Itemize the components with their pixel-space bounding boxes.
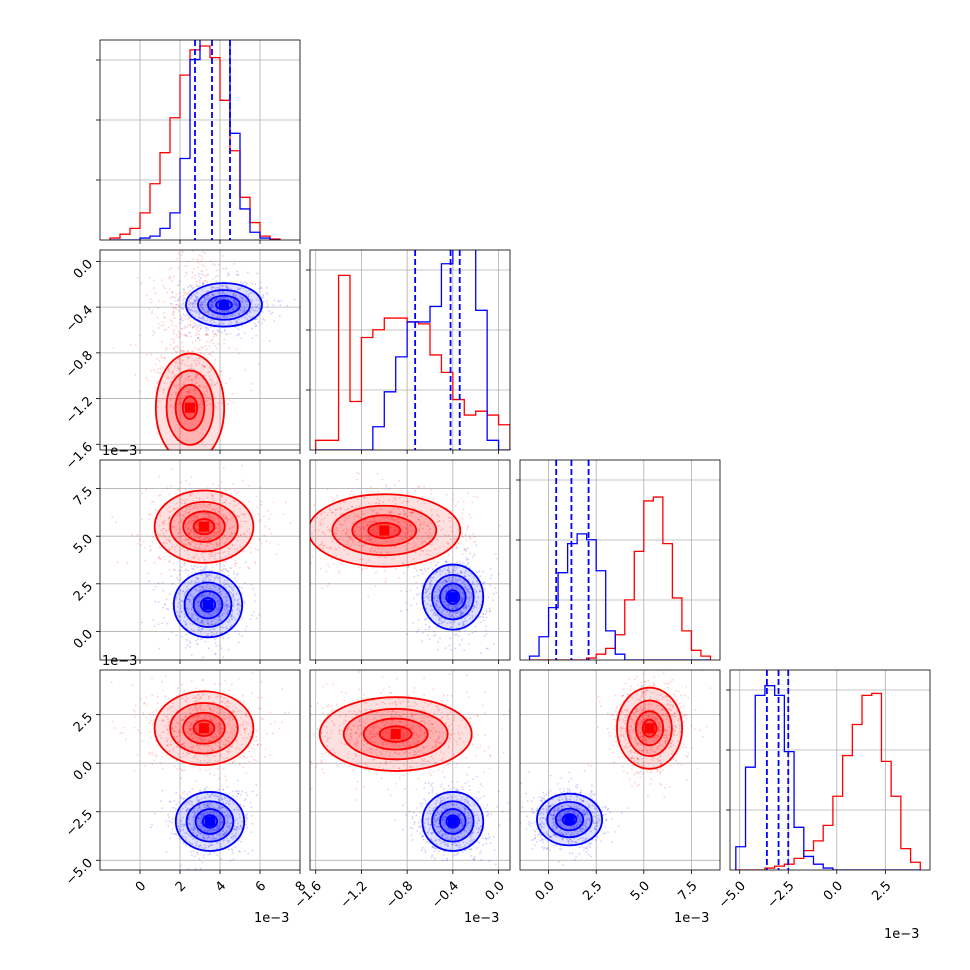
hist-panel-0-frame [99, 39, 301, 241]
axis-multiplier-label-3: 1e−3 [464, 911, 499, 926]
x-tick-label-0-0: 0 [133, 879, 149, 895]
hist-panel-0-series-b-histogram [110, 40, 280, 240]
scatter-panel-2-1-series-a-samples [310, 471, 501, 600]
x-tick-label-1-3: −0.4 [429, 879, 462, 912]
hist-panel-3-plot-area [730, 670, 930, 870]
hist-panel-2-frame [519, 459, 721, 661]
axis-multiplier-label-0: 1e−3 [102, 444, 137, 459]
scatter-panel-2-1-frame [309, 459, 511, 661]
hist-panel-1-frame [309, 249, 511, 451]
x-tick-label-0-2: 4 [213, 879, 229, 895]
hist-panel-0 [99, 39, 301, 241]
x-tick-label-2-2: 5.0 [628, 879, 653, 904]
scatter-panel-3-0-series-a-peak [199, 723, 209, 734]
y-tick-label-1-4: 0.0 [71, 257, 96, 282]
x-tick-label-3-1: −2.5 [765, 879, 798, 912]
hist-panel-3-series-a-histogram [735, 692, 921, 870]
scatter-panel-2-0-plot-area [100, 460, 300, 660]
scatter-panel-1-0-series-a-samples [112, 250, 261, 409]
hist-panel-0-plot-area [100, 40, 300, 240]
scatter-panel-2-1-series-a-peak [379, 525, 390, 536]
hist-panel-2-series-a-histogram [529, 496, 712, 660]
scatter-panel-3-1-series-a-peak [390, 729, 401, 740]
hist-panel-2 [519, 459, 721, 661]
scatter-panel-2-0-frame [99, 459, 301, 661]
x-tick-label-2-1: 2.5 [580, 879, 605, 904]
y-tick-label-2-0: 0.0 [71, 627, 96, 652]
scatter-panel-3-1 [309, 669, 511, 871]
y-tick-label-3-2: 0.0 [71, 759, 96, 784]
scatter-panel-3-0-series-b-peak [205, 816, 215, 827]
scatter-panel-1-0-series-b-peak [219, 299, 229, 310]
scatter-panel-2-1 [309, 459, 511, 661]
scatter-panel-1-0-series-a-contour-0 [154, 352, 226, 450]
hist-panel-2-series-b-histogram [528, 533, 711, 660]
scatter-panel-3-1-plot-area [310, 670, 510, 870]
scatter-panel-3-0-frame [99, 669, 301, 871]
scatter-panel-1-0-series-a-peak [185, 402, 195, 413]
hist-panel-1-plot-area [310, 250, 510, 450]
scatter-panel-3-2-plot-area [520, 670, 720, 870]
scatter-panel-3-1-series-b-peak [447, 816, 458, 827]
hist-panel-3 [729, 669, 931, 871]
y-tick-label-3-3: 2.5 [71, 710, 96, 735]
axis-multiplier-label-5: 1e−3 [884, 927, 919, 942]
scatter-panel-2-0-series-b-peak [203, 599, 213, 610]
scatter-panel-2-0 [99, 459, 301, 661]
hist-panel-2-plot-area [520, 460, 720, 660]
hist-panel-3-frame [729, 669, 931, 871]
axis-multiplier-label-4: 1e−3 [674, 911, 709, 926]
x-tick-label-3-0: −5.0 [716, 879, 749, 912]
y-tick-label-2-2: 5.0 [71, 532, 96, 557]
scatter-panel-3-0-plot-area [100, 670, 300, 870]
y-tick-label-3-0: −5.0 [63, 856, 96, 889]
x-tick-label-0-3: 6 [253, 879, 269, 895]
scatter-panel-3-2-series-a-peak [644, 723, 655, 734]
axis-multiplier-label-2: 1e−3 [254, 911, 289, 926]
x-tick-label-2-0: 0.0 [533, 879, 558, 904]
x-tick-label-1-4: 0.0 [483, 879, 508, 904]
x-tick-label-3-3: 2.5 [869, 879, 894, 904]
x-tick-label-0-1: 2 [173, 879, 189, 895]
hist-panel-3-series-b-histogram [735, 685, 921, 870]
scatter-panel-3-0 [99, 669, 301, 871]
y-tick-label-2-1: 2.5 [71, 579, 96, 604]
y-tick-label-3-1: −2.5 [63, 807, 96, 840]
x-tick-label-1-2: −0.8 [383, 879, 416, 912]
scatter-panel-2-1-plot-area [310, 460, 510, 660]
hist-panel-1 [309, 249, 511, 451]
hist-panel-1-series-a-histogram [315, 274, 510, 450]
y-tick-label-2-3: 7.5 [71, 484, 96, 509]
x-tick-label-2-3: 7.5 [675, 879, 700, 904]
x-tick-label-3-2: 0.0 [821, 879, 846, 904]
scatter-panel-1-0 [99, 249, 301, 451]
scatter-panel-3-2-series-b-peak [564, 814, 575, 825]
axis-multiplier-label-1: 1e−3 [102, 654, 137, 669]
scatter-panel-2-0-series-a-peak [199, 521, 209, 532]
scatter-panel-1-0-plot-area [100, 250, 300, 450]
hist-panel-1-series-b-histogram [315, 250, 510, 450]
scatter-panel-3-2-frame [519, 669, 721, 871]
y-tick-label-1-0: −1.6 [63, 440, 96, 473]
y-tick-label-1-3: −0.4 [63, 303, 96, 336]
scatter-panel-3-1-frame [309, 669, 511, 871]
x-tick-label-1-1: −1.2 [338, 879, 371, 912]
y-tick-label-1-2: −0.8 [63, 348, 96, 381]
scatter-panel-1-0-frame [99, 249, 301, 451]
y-tick-label-1-1: −1.2 [63, 394, 96, 427]
scatter-panel-2-1-series-b-peak [447, 592, 458, 603]
scatter-panel-3-2 [519, 669, 721, 871]
